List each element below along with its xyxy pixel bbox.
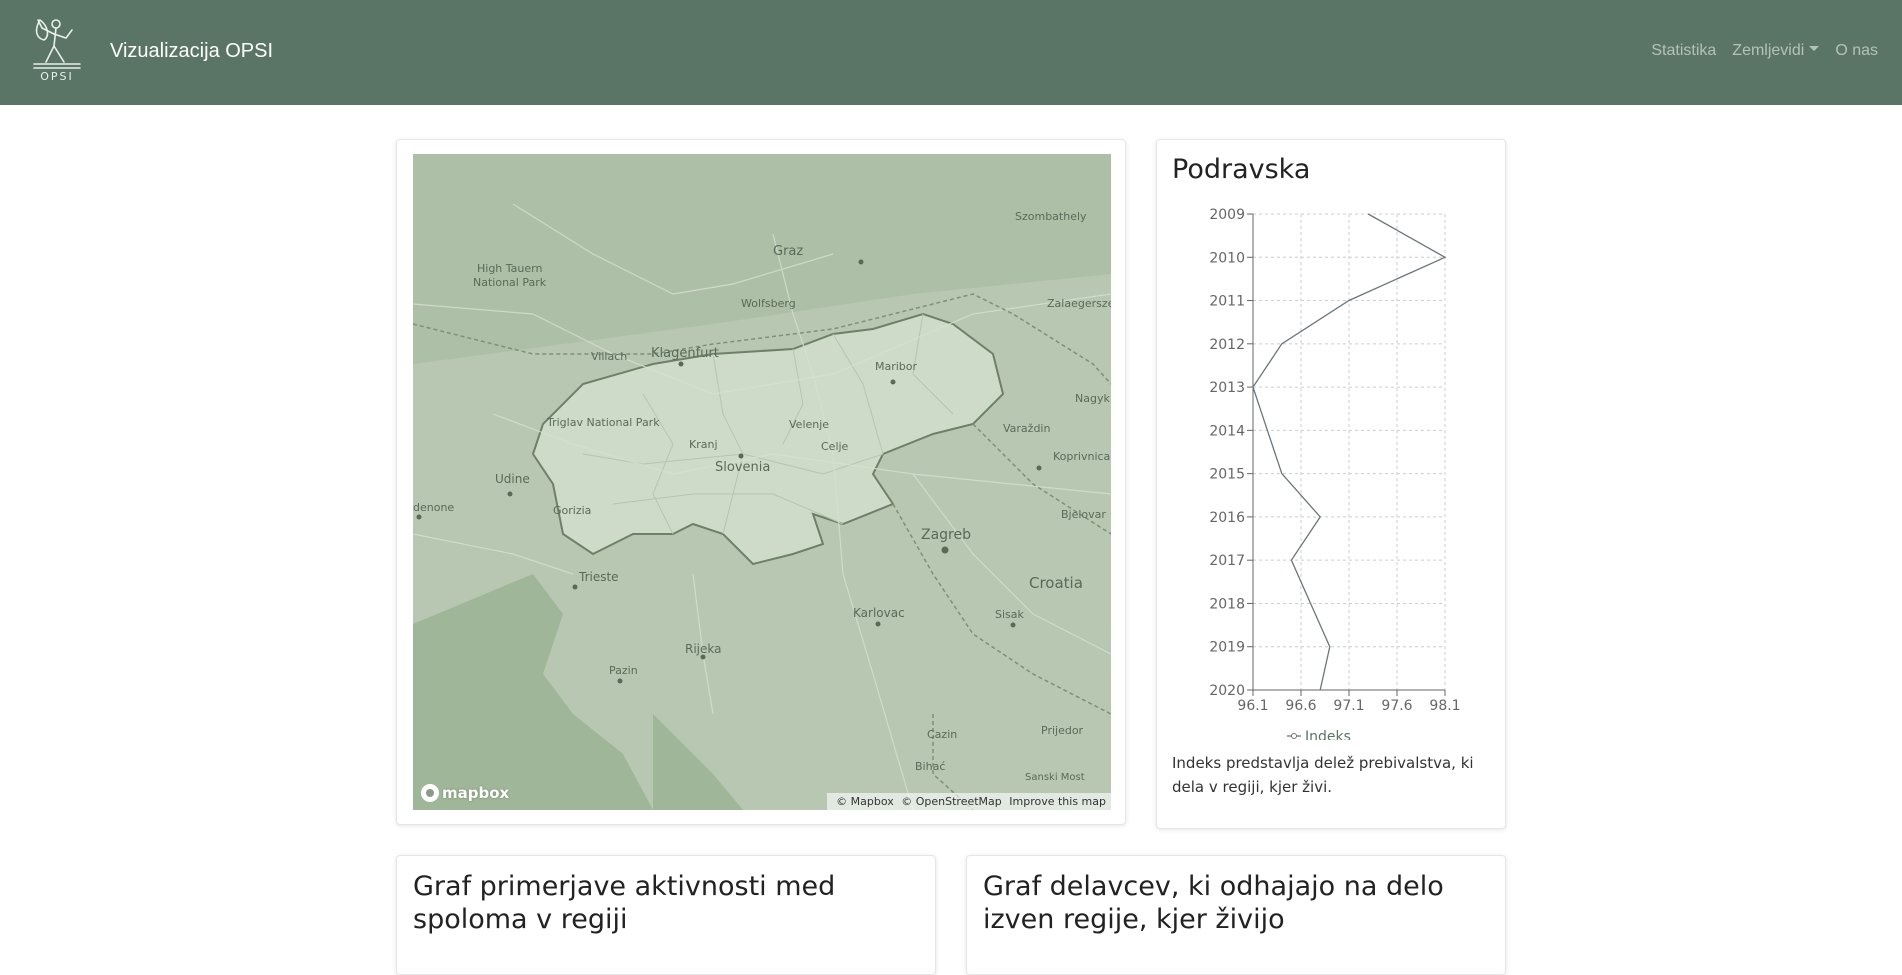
- map-label-bjelovar: Bjelovar: [1061, 508, 1106, 521]
- map-label-high-tauern: High Tauern: [477, 262, 543, 275]
- map-label-bihac: Bihać: [915, 760, 946, 773]
- logo-text: OPSI: [40, 70, 74, 82]
- x-tick-label: 97.6: [1381, 698, 1412, 714]
- map-label-zalaegerszeg: Zalaegersze: [1047, 297, 1111, 310]
- map-label-slovenia: Slovenia: [715, 460, 771, 475]
- map-label-sisak: Sisak: [995, 608, 1024, 621]
- x-tick-label: 97.1: [1333, 698, 1364, 714]
- map-label-cazin: Cazin: [927, 728, 958, 741]
- legend-label: Indeks: [1305, 729, 1351, 740]
- map-card: Graz Szombathely High Tauern National Pa…: [396, 139, 1126, 825]
- nav-links: Statistika Zemljevidi O nas: [1651, 42, 1878, 60]
- map-label-villach: Villach: [591, 350, 628, 363]
- commuters-card: Graf delavcev, ki odhajajo na delo izven…: [966, 855, 1506, 975]
- nav-link-zemljevidi[interactable]: Zemljevidi: [1732, 42, 1820, 60]
- brand-title[interactable]: Vizualizacija OPSI: [110, 40, 274, 62]
- map-label-pordenone: denone: [413, 501, 455, 514]
- map-canvas: [413, 154, 1111, 810]
- attribution-mapbox-link[interactable]: © Mapbox: [836, 795, 894, 808]
- chart-card: Podravska 2009 2010 2011 2012 2013 2014 2015 20…: [1156, 139, 1506, 829]
- mapbox-icon: [421, 784, 439, 802]
- attribution-osm-link[interactable]: © OpenStreetMap: [901, 795, 1002, 808]
- map-label-klagenfurt: Klagenfurt: [651, 346, 719, 361]
- map-label-sanski-most: Sanski Most: [1025, 772, 1085, 783]
- chart-description: Indeks predstavlja delež prebivalstva, k…: [1172, 754, 1474, 796]
- map-label-celje: Celje: [821, 440, 849, 453]
- map-label-udine: Udine: [495, 472, 530, 486]
- map-label-gorizia: Gorizia: [553, 504, 592, 517]
- navbar: OPSI Vizualizacija OPSI Statistika Zemlj…: [0, 0, 1902, 105]
- index-line-chart: 2009 2010 2011 2012 2013 2014 2015 2016 2017 2018…: [1209, 207, 1460, 740]
- map-label-graz: Graz: [773, 244, 804, 259]
- y-tick-label: 2015: [1209, 467, 1245, 483]
- caret-down-icon: [1809, 46, 1820, 52]
- nav-link-zemljevidi-label: Zemljevidi: [1732, 42, 1805, 59]
- attribution-improve-link[interactable]: Improve this map: [1009, 795, 1106, 808]
- nav-link-o-nas[interactable]: O nas: [1835, 42, 1878, 59]
- opsi-logo[interactable]: OPSI: [30, 16, 84, 83]
- legend-dot-marker: [1291, 733, 1297, 739]
- series-line-indeks: [1252, 213, 1447, 691]
- map-label-national-park: National Park: [473, 276, 547, 289]
- x-tick-label: 98.1: [1429, 698, 1460, 714]
- map-label-karlovac: Karlovac: [853, 606, 905, 620]
- y-tick-label: 2018: [1209, 596, 1245, 612]
- map-label-trieste: Trieste: [579, 570, 619, 584]
- map-label-varazdin: Varaždin: [1003, 422, 1051, 435]
- map-label-triglav: Triglav National Park: [547, 416, 660, 429]
- y-tick-label: 2020: [1209, 683, 1245, 699]
- map[interactable]: Graz Szombathely High Tauern National Pa…: [413, 154, 1111, 810]
- map-label-kranj: Kranj: [689, 438, 718, 451]
- x-tick-label: 96.1: [1237, 698, 1268, 714]
- map-label-nagyk: Nagyk: [1075, 392, 1110, 405]
- activity-gender-title: Graf primerjave aktivnosti med spoloma v…: [413, 871, 836, 935]
- map-label-zagreb: Zagreb: [921, 527, 972, 543]
- map-label-koprivnica: Koprivnica: [1053, 450, 1111, 463]
- map-label-maribor: Maribor: [875, 360, 918, 373]
- y-tick-label: 2012: [1209, 337, 1245, 353]
- y-tick-label: 2009: [1209, 207, 1245, 223]
- map-attribution: © Mapbox © OpenStreetMap Improve this ma…: [827, 793, 1111, 810]
- mapbox-logo-text: mapbox: [442, 784, 510, 802]
- y-tick-label: 2011: [1209, 294, 1245, 310]
- map-label-velenje: Velenje: [789, 418, 830, 431]
- map-label-wolfsberg: Wolfsberg: [741, 297, 796, 310]
- y-tick-label: 2010: [1209, 250, 1245, 266]
- commuters-title: Graf delavcev, ki odhajajo na delo izven…: [983, 871, 1444, 935]
- y-tick-label: 2014: [1209, 423, 1245, 439]
- y-tick-label: 2016: [1209, 510, 1245, 526]
- x-tick-label: 96.6: [1285, 698, 1316, 714]
- map-label-pazin: Pazin: [609, 664, 638, 677]
- map-label-croatia: Croatia: [1029, 574, 1083, 592]
- y-tick-label: 2019: [1209, 640, 1245, 656]
- map-label-prijedor: Prijedor: [1041, 724, 1084, 737]
- nav-link-statistika[interactable]: Statistika: [1651, 42, 1717, 59]
- map-label-rijeka: Rijeka: [685, 642, 722, 656]
- y-tick-label: 2017: [1209, 553, 1245, 569]
- y-tick-label: 2013: [1209, 380, 1245, 396]
- chart-title: Podravska: [1172, 154, 1311, 185]
- activity-gender-card: Graf primerjave aktivnosti med spoloma v…: [396, 855, 936, 975]
- map-label-szombathely: Szombathely: [1015, 210, 1087, 223]
- mapbox-logo[interactable]: mapbox: [421, 784, 509, 802]
